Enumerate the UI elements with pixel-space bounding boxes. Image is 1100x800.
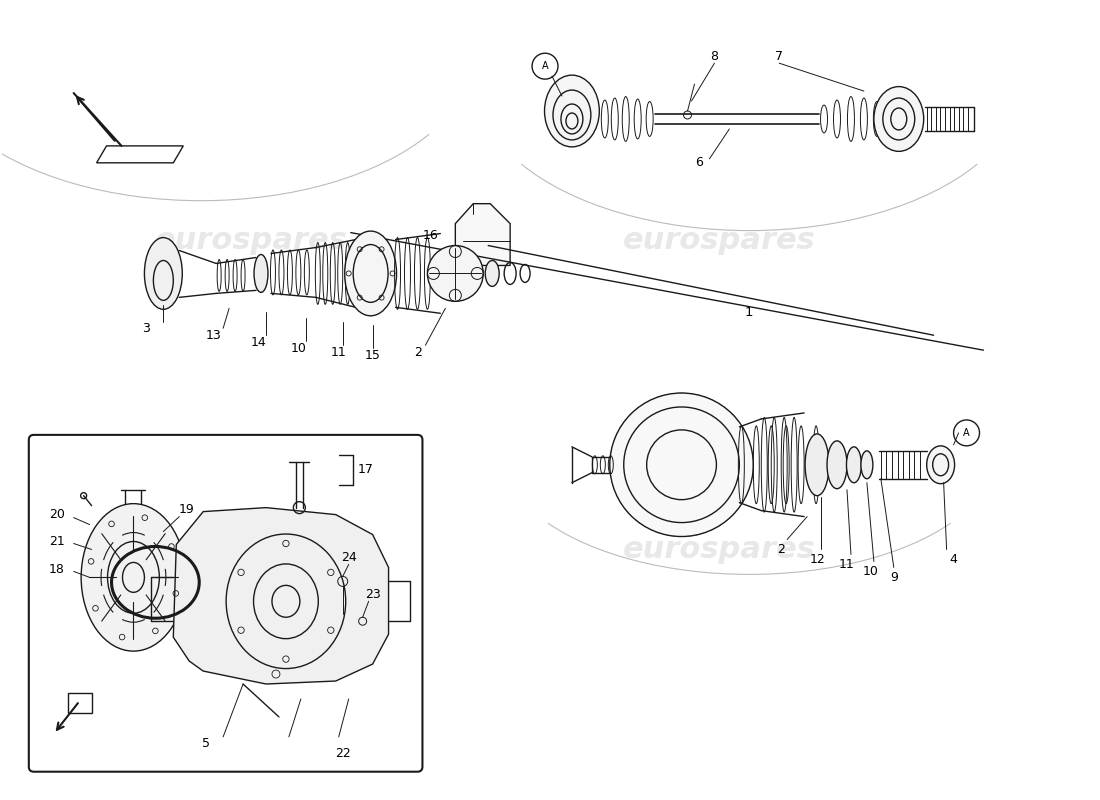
- Circle shape: [609, 393, 754, 537]
- Polygon shape: [174, 508, 388, 684]
- Text: eurospares: eurospares: [623, 226, 816, 255]
- Ellipse shape: [926, 446, 955, 484]
- Text: 4: 4: [949, 553, 957, 566]
- Text: 7: 7: [776, 50, 783, 62]
- Text: A: A: [964, 428, 970, 438]
- Polygon shape: [455, 204, 510, 266]
- Circle shape: [428, 246, 483, 302]
- Text: 13: 13: [206, 329, 221, 342]
- Text: A: A: [541, 61, 548, 71]
- Text: 10: 10: [290, 342, 307, 354]
- Text: 5: 5: [202, 738, 210, 750]
- Text: 24: 24: [341, 551, 356, 564]
- Ellipse shape: [254, 254, 268, 292]
- Text: 16: 16: [422, 229, 438, 242]
- Text: 19: 19: [178, 503, 194, 516]
- Ellipse shape: [344, 231, 396, 316]
- Ellipse shape: [544, 75, 600, 147]
- Text: 20: 20: [48, 508, 65, 521]
- Text: 1: 1: [745, 306, 754, 319]
- Ellipse shape: [861, 451, 873, 478]
- Text: 17: 17: [358, 463, 374, 476]
- Text: 2: 2: [778, 543, 785, 556]
- Text: 23: 23: [365, 588, 381, 601]
- Ellipse shape: [827, 441, 847, 489]
- Text: 8: 8: [711, 50, 718, 62]
- Text: 12: 12: [810, 553, 825, 566]
- Text: 15: 15: [365, 349, 381, 362]
- Text: 18: 18: [48, 563, 65, 576]
- Ellipse shape: [144, 238, 183, 310]
- Text: 22: 22: [334, 747, 351, 760]
- Text: 9: 9: [890, 571, 898, 584]
- Text: 14: 14: [251, 336, 267, 349]
- Ellipse shape: [81, 504, 186, 651]
- Ellipse shape: [485, 261, 499, 286]
- Text: 6: 6: [695, 156, 703, 170]
- Text: eurospares: eurospares: [623, 535, 816, 564]
- Text: 11: 11: [331, 346, 346, 358]
- Text: 21: 21: [48, 535, 65, 548]
- Ellipse shape: [847, 447, 861, 482]
- Text: 10: 10: [862, 565, 879, 578]
- Text: 2: 2: [415, 346, 422, 358]
- Ellipse shape: [805, 434, 829, 496]
- Text: 11: 11: [839, 558, 855, 571]
- Text: eurospares: eurospares: [155, 226, 348, 255]
- FancyBboxPatch shape: [29, 435, 422, 772]
- Text: 3: 3: [143, 322, 151, 334]
- Ellipse shape: [873, 86, 924, 151]
